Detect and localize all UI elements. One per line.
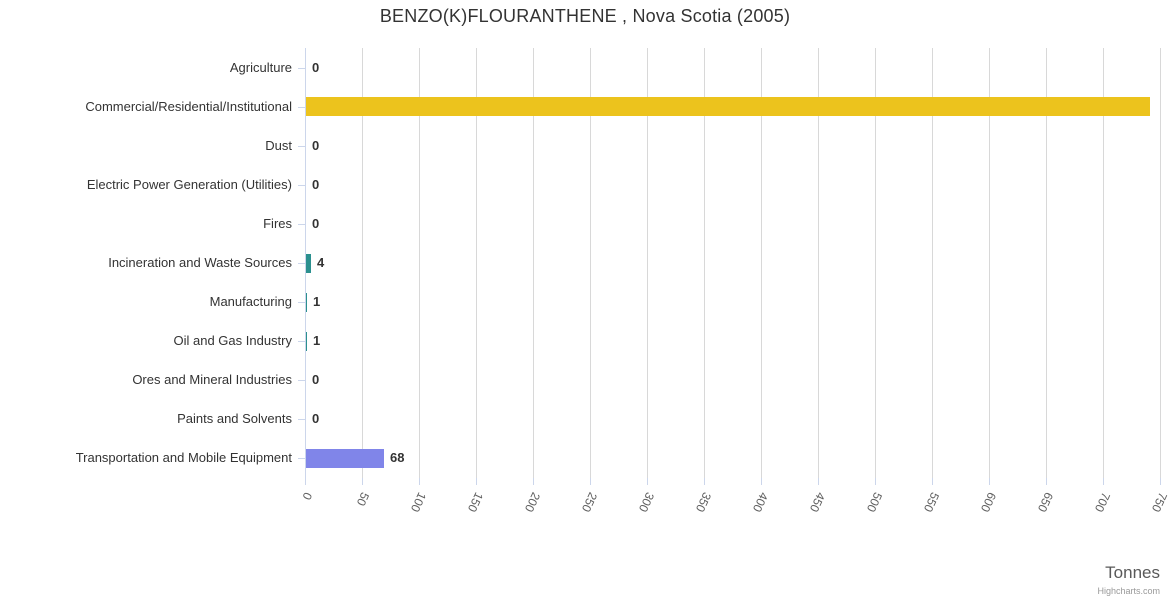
- category-label: Transportation and Mobile Equipment: [75, 450, 292, 465]
- x-axis-tick-label: 650: [1034, 490, 1056, 515]
- x-axis-tick-label: 450: [806, 490, 828, 515]
- y-axis-tick: [298, 302, 305, 303]
- y-axis-tick: [298, 419, 305, 420]
- value-label: 1: [313, 333, 321, 348]
- y-axis-tick: [298, 458, 305, 459]
- gridline: [932, 48, 933, 478]
- x-axis-tick-label: 300: [635, 490, 657, 515]
- x-axis-tick: [1103, 478, 1104, 485]
- gridline: [476, 48, 477, 478]
- x-axis-tick-label: 350: [692, 490, 714, 515]
- bar[interactable]: [306, 449, 384, 468]
- x-axis-tick-label: 0: [299, 490, 315, 503]
- gridline: [1046, 48, 1047, 478]
- bar[interactable]: [306, 97, 1150, 116]
- x-axis-tick: [818, 478, 819, 485]
- x-axis-tick: [989, 478, 990, 485]
- value-label: 0: [312, 372, 320, 387]
- x-axis-tick-label: 600: [977, 490, 999, 515]
- category-label: Paints and Solvents: [177, 411, 292, 426]
- x-axis-tick-label: 550: [920, 490, 942, 515]
- value-label: 68: [390, 450, 405, 465]
- bar[interactable]: [306, 254, 311, 273]
- bar[interactable]: [306, 293, 307, 312]
- category-label: Incineration and Waste Sources: [108, 255, 292, 270]
- gridline: [647, 48, 648, 478]
- gridline: [362, 48, 363, 478]
- x-axis-tick: [362, 478, 363, 485]
- highcharts-credits-link[interactable]: Highcharts.com: [1097, 586, 1160, 596]
- x-axis-tick-label: 250: [578, 490, 600, 515]
- value-label: 0: [312, 60, 320, 75]
- bar[interactable]: [306, 332, 307, 351]
- gridline: [419, 48, 420, 478]
- x-axis-tick-label: 200: [521, 490, 543, 515]
- x-axis-tick: [419, 478, 420, 485]
- value-label: 0: [312, 177, 320, 192]
- y-axis-tick: [298, 224, 305, 225]
- x-axis-tick: [590, 478, 591, 485]
- x-axis-tick-label: 750: [1148, 490, 1170, 515]
- gridline: [818, 48, 819, 478]
- value-label: 0: [312, 216, 320, 231]
- gridline: [1103, 48, 1104, 478]
- x-axis-tick-label: 100: [407, 490, 429, 515]
- gridline: [590, 48, 591, 478]
- value-label: 4: [317, 255, 325, 270]
- x-axis-tick: [1160, 478, 1161, 485]
- x-axis-tick-label: 150: [464, 490, 486, 515]
- x-axis-tick: [932, 478, 933, 485]
- x-axis-title: Tonnes: [1105, 563, 1160, 582]
- y-axis-tick: [298, 263, 305, 264]
- y-axis-tick: [298, 68, 305, 69]
- x-axis-tick: [533, 478, 534, 485]
- category-label: Electric Power Generation (Utilities): [86, 177, 292, 192]
- gridline: [533, 48, 534, 478]
- category-label: Dust: [265, 138, 292, 153]
- x-axis-tick: [875, 478, 876, 485]
- y-axis-tick: [298, 380, 305, 381]
- gridline: [704, 48, 705, 478]
- category-label: Agriculture: [229, 60, 292, 75]
- x-axis-tick-label: 700: [1091, 490, 1113, 515]
- x-axis-tick: [476, 478, 477, 485]
- gridline: [1160, 48, 1161, 478]
- x-axis-tick-label: 50: [353, 490, 372, 509]
- y-axis-line: [305, 48, 306, 478]
- category-label: Ores and Mineral Industries: [132, 372, 292, 387]
- y-axis-tick: [298, 341, 305, 342]
- y-axis-tick: [298, 146, 305, 147]
- value-label: 0: [312, 411, 320, 426]
- y-axis-tick: [298, 107, 305, 108]
- x-axis-tick: [761, 478, 762, 485]
- value-label: 1: [313, 294, 321, 309]
- chart-title: BENZO(K)FLOURANTHENE , Nova Scotia (2005…: [379, 6, 791, 26]
- category-label: Manufacturing: [209, 294, 292, 309]
- gridline: [875, 48, 876, 478]
- x-axis-tick-label: 400: [749, 490, 771, 515]
- x-axis-tick: [704, 478, 705, 485]
- x-axis-tick: [647, 478, 648, 485]
- x-axis-tick: [305, 478, 306, 485]
- y-axis-tick: [298, 185, 305, 186]
- gridline: [761, 48, 762, 478]
- category-label: Oil and Gas Industry: [173, 333, 293, 348]
- category-label: Fires: [263, 216, 292, 231]
- gridline: [989, 48, 990, 478]
- category-label: Commercial/Residential/Institutional: [85, 99, 292, 114]
- x-axis-tick: [1046, 478, 1047, 485]
- x-axis-tick-label: 500: [863, 490, 885, 515]
- value-label: 0: [312, 138, 320, 153]
